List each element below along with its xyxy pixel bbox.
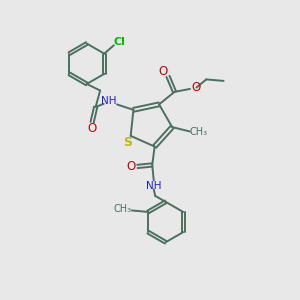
Text: O: O [88, 122, 97, 135]
Text: Cl: Cl [113, 38, 125, 47]
Text: S: S [123, 136, 132, 149]
Text: CH₃: CH₃ [114, 204, 132, 214]
Text: NH: NH [146, 182, 161, 191]
Text: O: O [158, 65, 167, 78]
Text: NH: NH [101, 96, 117, 106]
Text: O: O [127, 160, 136, 173]
Text: CH₃: CH₃ [190, 127, 208, 136]
Text: O: O [191, 81, 200, 94]
